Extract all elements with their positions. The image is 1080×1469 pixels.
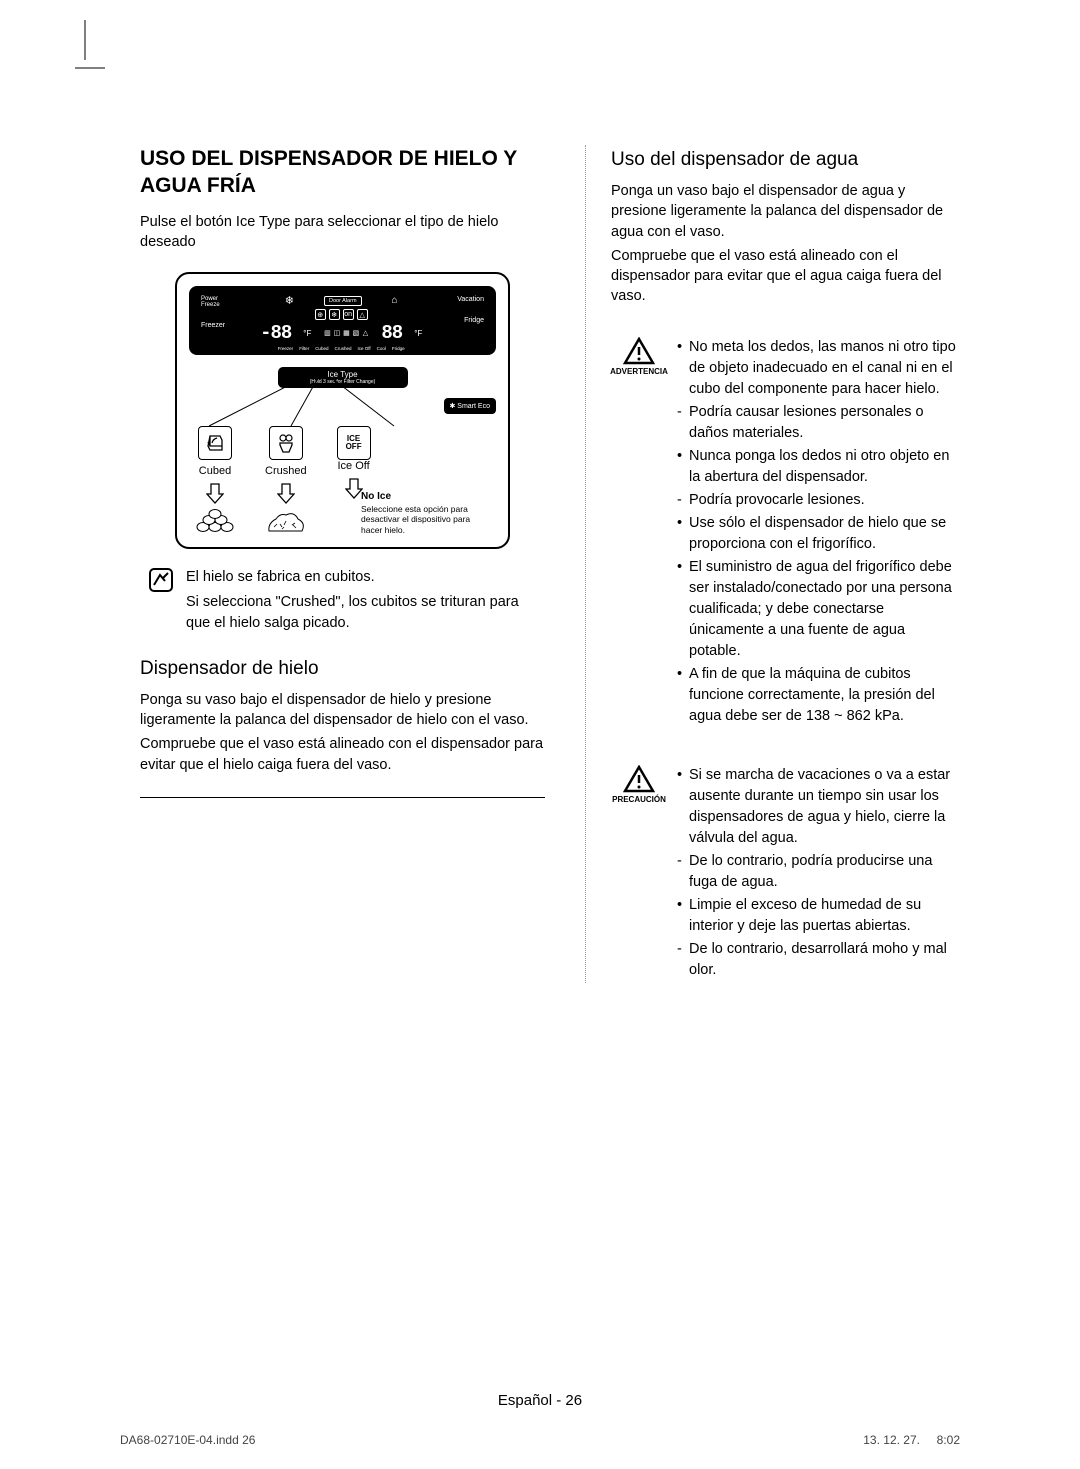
temp-fridge: 88	[381, 322, 402, 344]
warning-block: ADVERTENCIA No meta los dedos, las manos…	[611, 337, 960, 729]
door-alarm-label: Door Alarm	[324, 296, 362, 306]
note-block: El hielo se fabrica en cubitos. Si selec…	[148, 567, 545, 638]
ice-dispenser-p2: Compruebe que el vaso está alineado con …	[140, 734, 545, 775]
vacation-label: Vacation	[457, 296, 484, 303]
caution-label: PRECAUCIÓN	[612, 795, 666, 804]
arrow-icon	[277, 482, 295, 504]
list-item: El suministro de agua del frigorífico de…	[677, 557, 960, 662]
list-item: De lo contrario, desarrollará moho y mal…	[677, 939, 960, 981]
crushed-option: Crushed	[265, 426, 307, 533]
list-item: A fin de que la máquina de cubitos funci…	[677, 664, 960, 727]
list-item: Limpie el exceso de humedad de su interi…	[677, 895, 960, 937]
caution-icon	[623, 765, 655, 793]
temp-freezer: -88	[260, 322, 291, 344]
power-freeze-label: Power Freeze	[201, 296, 225, 308]
cubes-pile-icon	[195, 509, 235, 533]
water-dispenser-p2: Compruebe que el vaso está alineado con …	[611, 246, 960, 307]
crushed-icon	[269, 426, 303, 460]
warning-label: ADVERTENCIA	[610, 367, 668, 376]
fridge-label: Fridge	[457, 317, 484, 324]
arrow-icon	[206, 482, 224, 504]
intro-text: Pulse el botón Ice Type para seleccionar…	[140, 212, 545, 253]
display-panel: Power Freeze Freezer ❄ Door Alarm ⌂ ⊕❄on…	[189, 286, 496, 355]
water-dispenser-heading: Uso del dispensador de agua	[611, 149, 960, 171]
warning-icon	[623, 337, 655, 365]
caution-block: PRECAUCIÓN Si se marcha de vacaciones o …	[611, 765, 960, 983]
warning-list: No meta los dedos, las manos ni otro tip…	[677, 337, 960, 727]
print-date: 13. 12. 27.	[863, 1433, 920, 1447]
cubed-icon	[198, 426, 232, 460]
right-column: Uso del dispensador de agua Ponga un vas…	[585, 145, 960, 983]
ice-type-diagram: Power Freeze Freezer ❄ Door Alarm ⌂ ⊕❄on…	[175, 272, 510, 549]
list-item: Podría provocarle lesiones.	[677, 490, 960, 511]
page-footer: Español - 26	[0, 1392, 1080, 1409]
ice-dispenser-heading: Dispensador de hielo	[140, 658, 545, 680]
callout-lines	[189, 376, 499, 431]
crushed-pile-icon	[266, 509, 306, 533]
note-line-1: El hielo se fabrica en cubitos.	[186, 567, 545, 588]
cubed-option: Cubed	[195, 426, 235, 533]
note-icon	[148, 567, 174, 593]
list-item: Si se marcha de vacaciones o va a estar …	[677, 765, 960, 849]
separator	[140, 797, 545, 798]
print-marks: DA68-02710E-04.indd 26 13. 12. 27. 8:02	[120, 1433, 960, 1447]
main-heading: USO DEL DISPENSADOR DE HIELO Y AGUA FRÍA	[140, 145, 545, 200]
caution-list: Si se marcha de vacaciones o va a estar …	[677, 765, 960, 981]
no-ice-text: No Ice Seleccione esta opción para desac…	[361, 491, 481, 535]
print-time: 8:02	[937, 1433, 960, 1447]
list-item: No meta los dedos, las manos ni otro tip…	[677, 337, 960, 400]
crop-marks	[75, 20, 105, 80]
left-column: USO DEL DISPENSADOR DE HIELO Y AGUA FRÍA…	[140, 145, 545, 983]
ice-dispenser-p1: Ponga su vaso bajo el dispensador de hie…	[140, 690, 545, 731]
arrow-icon	[345, 477, 363, 499]
page-content: USO DEL DISPENSADOR DE HIELO Y AGUA FRÍA…	[0, 0, 1080, 1023]
list-item: Podría causar lesiones personales o daño…	[677, 402, 960, 444]
note-line-2: Si selecciona "Crushed", los cubitos se …	[186, 592, 545, 634]
icon-row: ⊕❄on△	[315, 309, 368, 320]
iceoff-option: ICE OFF Ice Off	[337, 426, 371, 499]
freezer-label: Freezer	[201, 322, 225, 329]
list-item: De lo contrario, podría producirse una f…	[677, 851, 960, 893]
list-item: Nunca ponga los dedos ni otro objeto en …	[677, 446, 960, 488]
list-item: Use sólo el dispensador de hielo que se …	[677, 513, 960, 555]
water-dispenser-p1: Ponga un vaso bajo el dispensador de agu…	[611, 181, 960, 242]
iceoff-icon: ICE OFF	[337, 426, 371, 460]
print-file: DA68-02710E-04.indd 26	[120, 1433, 255, 1447]
